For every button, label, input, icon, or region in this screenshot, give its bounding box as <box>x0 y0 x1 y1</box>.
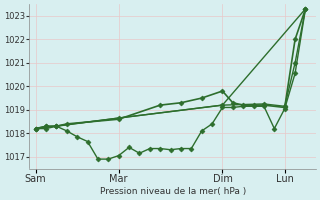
X-axis label: Pression niveau de la mer( hPa ): Pression niveau de la mer( hPa ) <box>100 187 246 196</box>
